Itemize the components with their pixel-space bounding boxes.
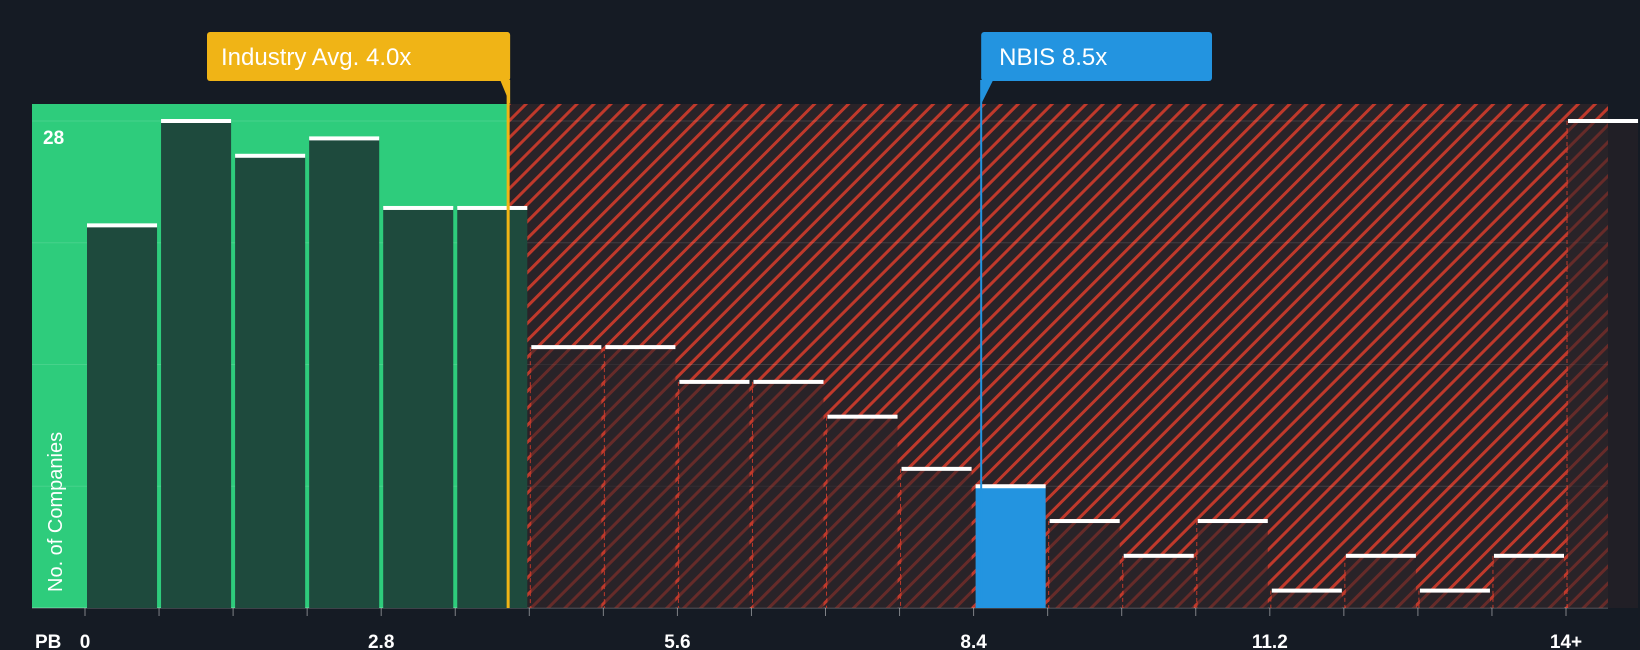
- bar-cap: [309, 136, 380, 141]
- histogram-bar: [1345, 555, 1416, 608]
- x-tick-label: 8.4: [960, 632, 987, 650]
- bar-cap: [1271, 588, 1342, 593]
- x-tick-label: 5.6: [664, 632, 690, 650]
- bar-cap: [1345, 553, 1416, 558]
- histogram-bar: [827, 416, 898, 608]
- company-callout: [981, 32, 1212, 81]
- histogram-bar: [161, 121, 232, 608]
- industry-avg-label: Industry Avg. 4.0x: [221, 44, 411, 71]
- bar-cap: [161, 119, 232, 123]
- bar-cap: [383, 205, 454, 210]
- industry-avg-callout: [207, 32, 511, 81]
- bar-cap: [975, 484, 1046, 489]
- bar-cap: [753, 379, 824, 384]
- histogram-bar: [1493, 555, 1564, 608]
- histogram-bar: [235, 155, 306, 609]
- bar-cap: [87, 223, 158, 228]
- company-label: NBIS 8.5x: [999, 44, 1107, 71]
- bar-cap: [1049, 519, 1120, 524]
- histogram-bar: [1123, 555, 1194, 608]
- bar-cap: [679, 379, 750, 384]
- histogram-bar: [457, 207, 528, 608]
- x-axis-label: PB: [35, 632, 61, 650]
- x-tick-label: 0: [80, 632, 91, 650]
- bar-cap: [1197, 519, 1268, 524]
- histogram-bar: [1049, 521, 1120, 608]
- histogram-bar: [605, 347, 676, 608]
- bar-cap: [901, 466, 972, 471]
- histogram-bar: [87, 225, 158, 608]
- histogram-bar: [1419, 590, 1490, 608]
- histogram-bar: [1568, 121, 1639, 608]
- bar-cap: [531, 345, 602, 350]
- y-axis-label: No. of Companies: [45, 432, 67, 592]
- histogram-bar: [309, 138, 380, 608]
- bar-cap: [1568, 119, 1639, 123]
- x-tick-label: 2.8: [368, 632, 394, 650]
- x-tick-label: 14+: [1550, 632, 1582, 650]
- histogram-bar: [753, 381, 824, 608]
- bar-cap: [1419, 588, 1490, 593]
- histogram-bar: [975, 486, 1046, 608]
- histogram-bar: [531, 347, 602, 608]
- industry-avg-pointer: [500, 80, 511, 104]
- histogram-bar: [679, 381, 750, 608]
- bar-cap: [1493, 553, 1564, 558]
- bar-cap: [1123, 553, 1194, 558]
- bar-cap: [235, 153, 306, 158]
- histogram-bar: [1197, 521, 1268, 608]
- histogram-bar: [901, 468, 972, 608]
- bar-cap: [827, 414, 898, 419]
- histogram-bar: [383, 207, 454, 608]
- x-tick-label: 11.2: [1252, 632, 1288, 650]
- histogram-bar: [1271, 590, 1342, 608]
- bar-cap: [457, 205, 528, 210]
- company-pointer: [981, 80, 994, 104]
- y-tick-label: 28: [43, 128, 64, 149]
- bar-cap: [605, 345, 676, 350]
